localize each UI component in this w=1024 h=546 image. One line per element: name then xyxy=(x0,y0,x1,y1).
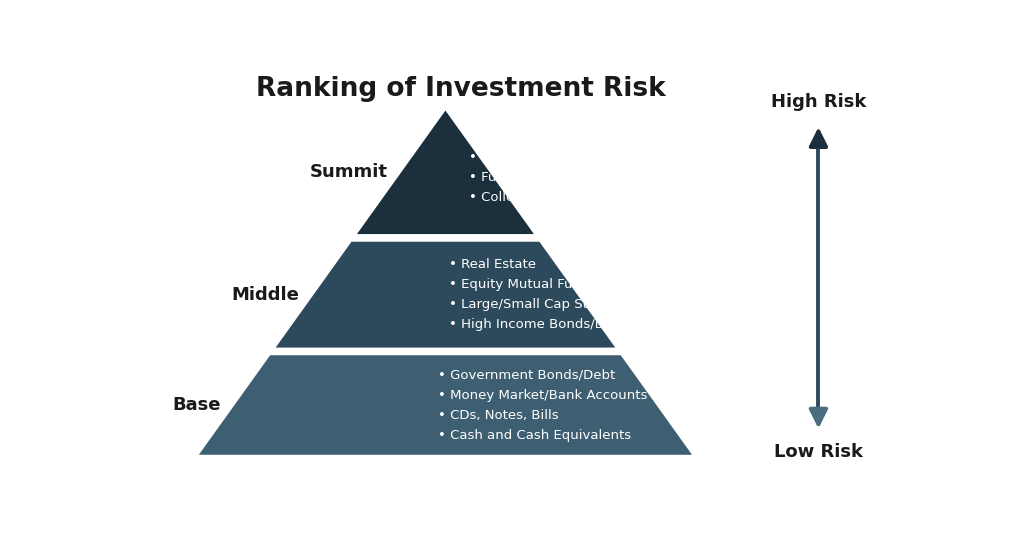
Polygon shape xyxy=(353,108,538,236)
Polygon shape xyxy=(196,353,695,456)
Text: High Risk: High Risk xyxy=(771,93,866,111)
Text: Base: Base xyxy=(172,396,220,414)
Text: • Real Estate
• Equity Mutual Funds
• Large/Small Cap Stocks
• High Income Bonds: • Real Estate • Equity Mutual Funds • La… xyxy=(450,258,628,331)
Text: • Options
• Futures
• Collectibles: • Options • Futures • Collectibles xyxy=(469,151,558,205)
Text: • Government Bonds/Debt
• Money Market/Bank Accounts
• CDs, Notes, Bills
• Cash : • Government Bonds/Debt • Money Market/B… xyxy=(437,369,647,442)
Text: Ranking of Investment Risk: Ranking of Investment Risk xyxy=(256,76,667,102)
Text: Low Risk: Low Risk xyxy=(774,443,863,461)
Polygon shape xyxy=(272,240,618,349)
Text: Summit: Summit xyxy=(309,163,388,181)
Text: Middle: Middle xyxy=(231,286,299,304)
